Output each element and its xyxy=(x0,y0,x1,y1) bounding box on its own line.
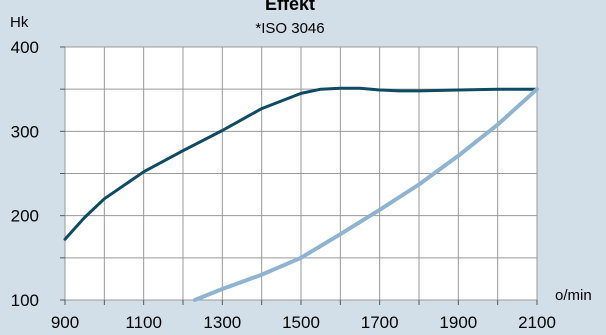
series-line-2 xyxy=(192,87,539,302)
y-tick-label: 200 xyxy=(11,207,39,226)
series-line-1 xyxy=(63,86,539,241)
x-axis-label: o/min xyxy=(555,287,592,304)
grid xyxy=(60,46,538,305)
chart-title: Effekt xyxy=(265,0,315,14)
x-tick-label: 900 xyxy=(51,313,79,332)
y-tick-label: 400 xyxy=(11,38,39,57)
tick-labels: 900 1100 1300 1500 1700 1900 2100 100 200 300 400 xyxy=(11,38,556,332)
x-tick-label: 1500 xyxy=(282,313,320,332)
x-tick-label: 1700 xyxy=(361,313,399,332)
x-tick-label: 1300 xyxy=(203,313,241,332)
y-tick-label: 100 xyxy=(11,291,39,310)
x-tick-label: 2100 xyxy=(518,313,556,332)
y-axis-label: Hk xyxy=(10,14,29,31)
chart-subtitle: *ISO 3046 xyxy=(255,20,324,37)
series-layer xyxy=(63,86,539,302)
x-tick-label: 1900 xyxy=(439,313,477,332)
x-tick-label: 1100 xyxy=(125,313,162,332)
y-tick-label: 300 xyxy=(11,122,39,141)
